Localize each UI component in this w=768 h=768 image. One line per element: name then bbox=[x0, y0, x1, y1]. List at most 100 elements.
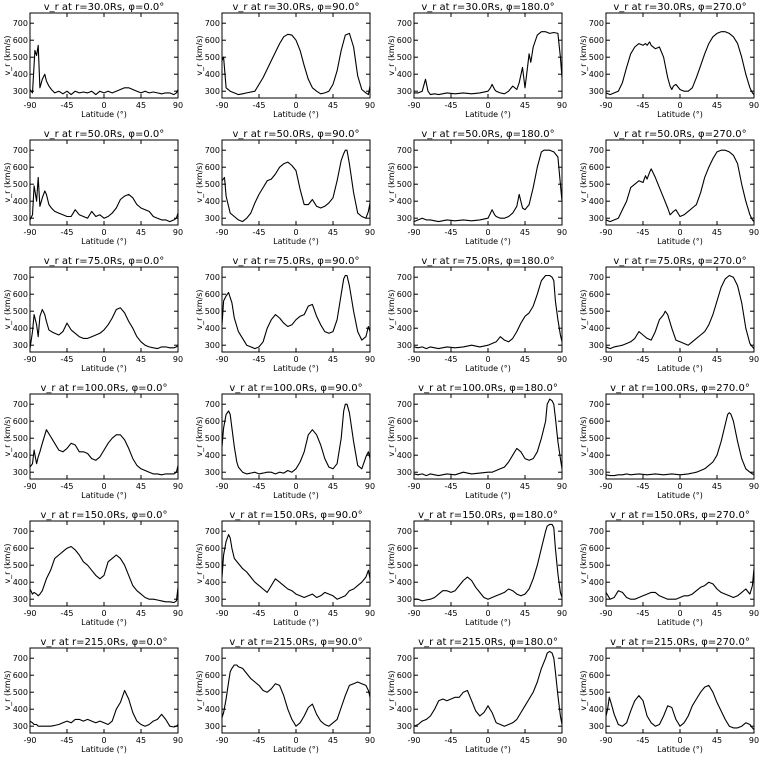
x-tick-label: 90 bbox=[557, 228, 567, 237]
x-tick-label: 90 bbox=[749, 482, 759, 491]
x-tick-label: 90 bbox=[557, 355, 567, 364]
y-tick-label: 500 bbox=[397, 180, 412, 189]
x-tick-label: 0 bbox=[293, 736, 298, 745]
y-tick-label: 700 bbox=[589, 527, 604, 536]
y-axis-label: v_r (km/s) bbox=[195, 35, 204, 75]
series-line bbox=[221, 534, 371, 600]
y-tick-label: 300 bbox=[589, 722, 604, 731]
x-tick-label: -45 bbox=[252, 482, 265, 491]
x-tick-label: 45 bbox=[136, 609, 146, 618]
series-line bbox=[413, 650, 563, 727]
x-tick-label: -90 bbox=[215, 101, 228, 110]
y-tick-label: 600 bbox=[397, 163, 412, 172]
y-tick-label: 400 bbox=[13, 197, 28, 206]
y-tick-label: 600 bbox=[205, 290, 220, 299]
x-tick-label: -90 bbox=[599, 609, 612, 618]
x-tick-label: 45 bbox=[520, 101, 530, 110]
y-tick-label: 400 bbox=[589, 705, 604, 714]
y-axis-label: v_r (km/s) bbox=[579, 543, 588, 583]
x-tick-label: 45 bbox=[328, 228, 338, 237]
y-tick-label: 500 bbox=[397, 53, 412, 62]
x-tick-label: 45 bbox=[520, 228, 530, 237]
y-tick-label: 400 bbox=[205, 324, 220, 333]
chart-panel: v_r at r=215.0Rs, φ=0.0° -90 -45 0 45 90 300 40… bbox=[3, 637, 183, 754]
y-tick-label: 700 bbox=[13, 273, 28, 282]
axes-frame bbox=[413, 520, 563, 607]
x-tick-label: 0 bbox=[101, 482, 106, 491]
x-tick-label: -90 bbox=[215, 482, 228, 491]
x-tick-label: 0 bbox=[293, 228, 298, 237]
y-tick-label: 600 bbox=[589, 417, 604, 426]
x-axis-label: Latitude (°) bbox=[465, 491, 511, 500]
x-tick-label: 0 bbox=[101, 736, 106, 745]
x-tick-label: 45 bbox=[136, 355, 146, 364]
x-tick-label: 90 bbox=[173, 736, 183, 745]
y-tick-label: 300 bbox=[205, 468, 220, 477]
x-tick-label: 90 bbox=[749, 101, 759, 110]
y-tick-label: 500 bbox=[205, 53, 220, 62]
x-tick-label: 90 bbox=[557, 482, 567, 491]
x-tick-label: -45 bbox=[252, 228, 265, 237]
x-tick-label: -90 bbox=[215, 228, 228, 237]
y-tick-label: 300 bbox=[589, 214, 604, 223]
axes-frame bbox=[413, 647, 563, 734]
series-line bbox=[605, 412, 755, 477]
series-line bbox=[413, 398, 563, 477]
chart-panel: v_r at r=100.0Rs, φ=270.0° -90 -45 0 45 90 300… bbox=[579, 383, 759, 500]
x-tick-label: 45 bbox=[328, 736, 338, 745]
x-tick-label: 45 bbox=[328, 482, 338, 491]
y-tick-label: 500 bbox=[13, 434, 28, 443]
x-tick-label: 45 bbox=[520, 355, 530, 364]
x-axis-label: Latitude (°) bbox=[465, 745, 511, 754]
y-tick-label: 600 bbox=[589, 671, 604, 680]
x-tick-label: 0 bbox=[485, 482, 490, 491]
x-tick-label: -90 bbox=[407, 736, 420, 745]
chart-panel: v_r at r=50.0Rs, φ=270.0° -90 -45 0 45 90 300 4… bbox=[579, 129, 759, 246]
y-tick-label: 600 bbox=[205, 36, 220, 45]
axes-frame bbox=[221, 12, 371, 99]
y-axis-label: v_r (km/s) bbox=[3, 289, 12, 329]
y-tick-label: 500 bbox=[205, 180, 220, 189]
series-line bbox=[29, 689, 179, 728]
series-line bbox=[29, 545, 179, 604]
y-tick-label: 400 bbox=[13, 578, 28, 587]
y-axis-label: v_r (km/s) bbox=[195, 543, 204, 583]
y-tick-label: 500 bbox=[13, 688, 28, 697]
panel-title: v_r at r=50.0Rs, φ=180.0° bbox=[421, 129, 554, 140]
axes-frame bbox=[413, 139, 563, 226]
x-tick-label: 90 bbox=[365, 736, 375, 745]
y-tick-label: 600 bbox=[397, 417, 412, 426]
panel-title: v_r at r=100.0Rs, φ=90.0° bbox=[229, 383, 362, 394]
y-tick-label: 400 bbox=[205, 70, 220, 79]
x-tick-label: 0 bbox=[485, 609, 490, 618]
y-tick-label: 700 bbox=[205, 654, 220, 663]
y-tick-label: 300 bbox=[205, 87, 220, 96]
chart-panel: v_r at r=50.0Rs, φ=90.0° -90 -45 0 45 90 300 40… bbox=[195, 129, 375, 246]
y-tick-label: 700 bbox=[205, 146, 220, 155]
y-tick-label: 700 bbox=[397, 146, 412, 155]
axes-frame bbox=[29, 266, 179, 353]
x-tick-label: 0 bbox=[101, 101, 106, 110]
y-tick-label: 700 bbox=[589, 19, 604, 28]
series-line bbox=[414, 31, 563, 96]
x-tick-label: 90 bbox=[173, 609, 183, 618]
chart-panel: v_r at r=100.0Rs, φ=90.0° -90 -45 0 45 90 300 4… bbox=[195, 383, 375, 500]
panel-title: v_r at r=50.0Rs, φ=90.0° bbox=[233, 129, 360, 140]
y-axis-label: v_r (km/s) bbox=[195, 670, 204, 710]
x-tick-label: 45 bbox=[712, 736, 722, 745]
x-tick-label: -45 bbox=[252, 355, 265, 364]
x-tick-label: -45 bbox=[60, 228, 73, 237]
y-tick-label: 700 bbox=[589, 273, 604, 282]
x-axis-label: Latitude (°) bbox=[465, 110, 511, 119]
panel-title: v_r at r=75.0Rs, φ=90.0° bbox=[233, 256, 360, 267]
x-axis-label: Latitude (°) bbox=[657, 491, 703, 500]
x-tick-label: 0 bbox=[293, 609, 298, 618]
y-tick-label: 400 bbox=[397, 324, 412, 333]
y-tick-label: 700 bbox=[13, 654, 28, 663]
y-tick-label: 400 bbox=[589, 70, 604, 79]
y-tick-label: 500 bbox=[205, 434, 220, 443]
x-axis-label: Latitude (°) bbox=[657, 364, 703, 373]
x-tick-label: 0 bbox=[677, 101, 682, 110]
y-tick-label: 400 bbox=[397, 197, 412, 206]
x-tick-label: 90 bbox=[173, 482, 183, 491]
